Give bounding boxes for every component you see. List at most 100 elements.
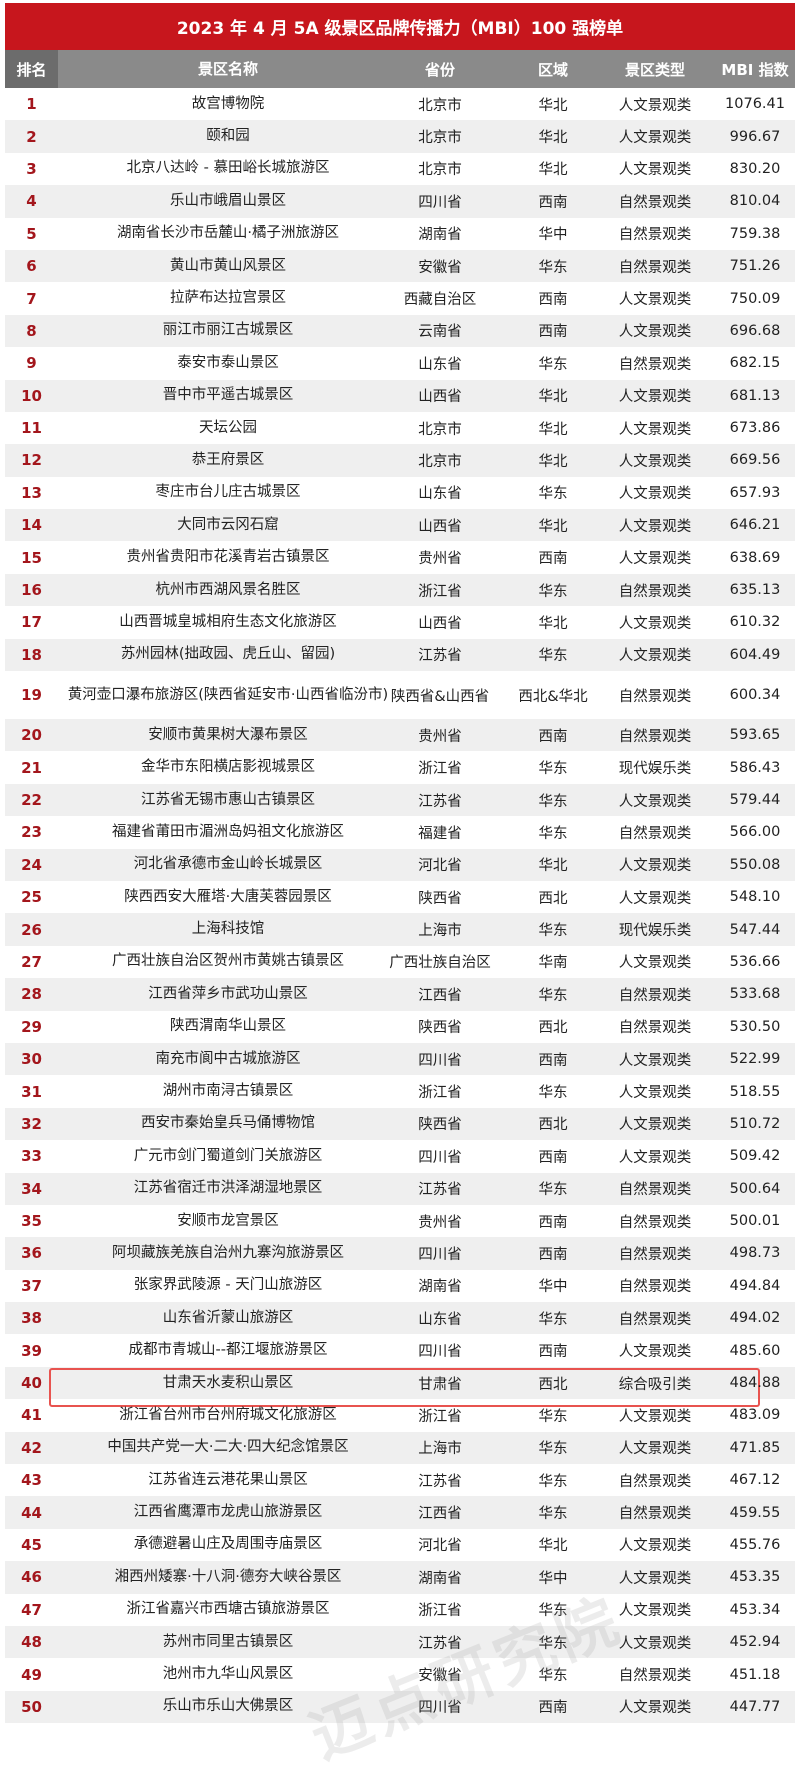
mbi-cell: 996.67 [729,128,781,145]
rank-cell: 46 [21,1568,42,1587]
mbi-cell: 586.43 [729,759,781,776]
type-cell: 自然景观类 [618,728,692,745]
table-row: 49 池州市九华山风景区 安徽省 华东 自然景观类 451.18 [5,1658,795,1690]
province-cell: 上海市 [418,923,462,940]
mbi-cell: 593.65 [729,727,781,744]
name-cell: 安顺市黄果树大瀑布景区 [148,726,308,743]
rank-cell: 13 [21,483,42,502]
region-cell: 华东 [538,825,568,842]
rank-cell: 15 [21,548,42,567]
mbi-cell: 447.77 [729,1698,781,1715]
table-row: 3 北京八达岭 - 慕田峪长城旅游区 北京市 华北 人文景观类 830.20 [5,153,795,185]
type-cell: 自然景观类 [618,1311,692,1328]
province-cell: 陕西省&山西省 [390,688,490,705]
table-title: 2023 年 4 月 5A 级景区品牌传播力（MBI）100 强榜单 [5,3,795,50]
header-mbi: MBI 指数 [721,60,789,79]
region-cell: 西南 [538,194,568,211]
table-row: 4 乐山市峨眉山景区 四川省 西南 自然景观类 810.04 [5,185,795,218]
province-cell: 河北省 [418,858,462,875]
rank-cell: 4 [26,192,37,211]
name-cell: 丽江市丽江古城景区 [162,322,294,339]
rank-cell: 8 [26,321,37,340]
region-cell: 华东 [538,1506,568,1523]
region-cell: 华中 [538,1570,568,1587]
province-cell: 河北省 [418,1538,462,1555]
province-cell: 四川省 [418,1344,462,1361]
rank-cell: 26 [21,920,42,939]
mbi-cell: 830.20 [729,160,781,177]
province-cell: 山西省 [418,615,462,632]
type-cell: 人文景观类 [618,1149,692,1166]
table-row: 35 安顺市龙宫景区 贵州省 西南 自然景观类 500.01 [5,1205,795,1237]
table-row: 22 江苏省无锡市惠山古镇景区 江苏省 华东 人文景观类 579.44 [5,783,795,817]
region-cell: 西南 [538,1344,568,1361]
region-cell: 华东 [538,648,568,665]
name-cell: 恭王府景区 [191,451,265,468]
province-cell: 四川省 [418,194,462,211]
province-cell: 云南省 [418,324,462,341]
table-row: 42 中国共产党一大·二大·四大纪念馆景区 上海市 华东 人文景观类 471.85 [5,1431,795,1465]
table-row: 25 陕西西安大雁塔·大唐芙蓉园景区 陕西省 西北 人文景观类 548.10 [5,881,795,913]
type-cell: 自然景观类 [618,1279,692,1296]
table-row: 33 广元市剑门蜀道剑门关旅游区 四川省 西南 人文景观类 509.42 [5,1140,795,1172]
type-cell: 自然景观类 [618,259,692,276]
region-cell: 西南 [538,1700,568,1717]
province-cell: 西藏自治区 [403,292,477,309]
table-row: 1 故宫博物院 北京市 华北 人文景观类 1076.41 [5,88,795,120]
province-cell: 湖南省 [418,227,462,244]
type-cell: 人文景观类 [618,1538,692,1555]
name-cell: 苏州园林(拙政园、虎丘山、留园) [120,646,336,663]
mbi-cell: 750.09 [729,290,781,307]
type-cell: 人文景观类 [618,162,692,179]
table-row: 39 成都市青城山--都江堰旅游景区 四川省 西南 人文景观类 485.60 [5,1334,795,1366]
region-cell: 西北 [538,1117,568,1134]
mbi-cell: 494.84 [729,1277,781,1294]
province-cell: 甘肃省 [418,1376,462,1393]
type-cell: 自然景观类 [618,194,692,211]
rank-cell: 33 [21,1147,42,1166]
name-cell: 晋中市平遥古城景区 [162,387,294,404]
type-cell: 人文景观类 [618,1635,692,1652]
rank-cell: 9 [26,354,37,373]
rank-cell: 18 [21,645,42,664]
province-cell: 江西省 [418,1506,462,1523]
mbi-cell: 600.34 [729,687,781,704]
table-row: 10 晋中市平遥古城景区 山西省 华北 人文景观类 681.13 [5,379,795,412]
rank-cell: 11 [21,419,42,438]
mbi-cell: 751.26 [729,258,781,275]
name-cell: 陕西西安大雁塔·大唐芙蓉园景区 [124,888,332,905]
mbi-cell: 530.50 [729,1018,781,1035]
name-cell: 贵州省贵阳市花溪青岩古镇景区 [126,549,330,566]
type-cell: 自然景观类 [618,1246,692,1263]
table-row: 41 浙江省台州市台州府城文化旅游区 浙江省 华东 人文景观类 483.09 [5,1399,795,1431]
mbi-cell: 579.44 [729,792,781,808]
mbi-cell: 494.02 [729,1310,781,1327]
type-cell: 自然景观类 [618,1020,692,1037]
region-cell: 华北 [538,858,568,875]
mbi-cell: 1076.41 [725,96,785,113]
province-cell: 贵州省 [418,551,462,568]
name-cell: 西安市秦始皇兵马俑博物馆 [141,1115,315,1132]
table-row: 7 拉萨布达拉宫景区 西藏自治区 西南 人文景观类 750.09 [5,282,795,314]
table-row: 32 西安市秦始皇兵马俑博物馆 陕西省 西北 人文景观类 510.72 [5,1107,795,1141]
table-row: 19 黄河壶口瀑布旅游区(陕西省延安市·山西省临汾市) 陕西省&山西省 西北&华北 自然… [5,671,795,719]
mbi-cell: 646.21 [729,517,781,534]
rank-cell: 22 [21,791,42,809]
rank-cell: 43 [21,1471,42,1490]
mbi-cell: 518.55 [729,1083,781,1100]
region-cell: 华北 [538,389,568,406]
table-row: 30 南充市阆中古城旅游区 四川省 西南 人文景观类 522.99 [5,1042,795,1076]
rank-cell: 48 [21,1633,42,1652]
region-cell: 华东 [538,1635,568,1652]
mbi-cell: 673.86 [729,420,781,437]
rank-cell: 31 [21,1082,42,1101]
rank-cell: 19 [21,686,42,705]
name-cell: 北京八达岭 - 慕田峪长城旅游区 [126,160,330,177]
type-cell: 人文景观类 [618,1570,692,1587]
region-cell: 华东 [538,1441,568,1458]
table-row: 27 广西壮族自治区贺州市黄姚古镇景区 广西壮族自治区 华南 人文景观类 536.66 [5,946,795,978]
name-cell: 颐和园 [206,128,250,145]
region-cell: 西北 [538,890,568,907]
name-cell: 金华市东阳横店影视城景区 [141,759,315,776]
table-row: 21 金华市东阳横店影视城景区 浙江省 华东 现代娱乐类 586.43 [5,751,795,783]
